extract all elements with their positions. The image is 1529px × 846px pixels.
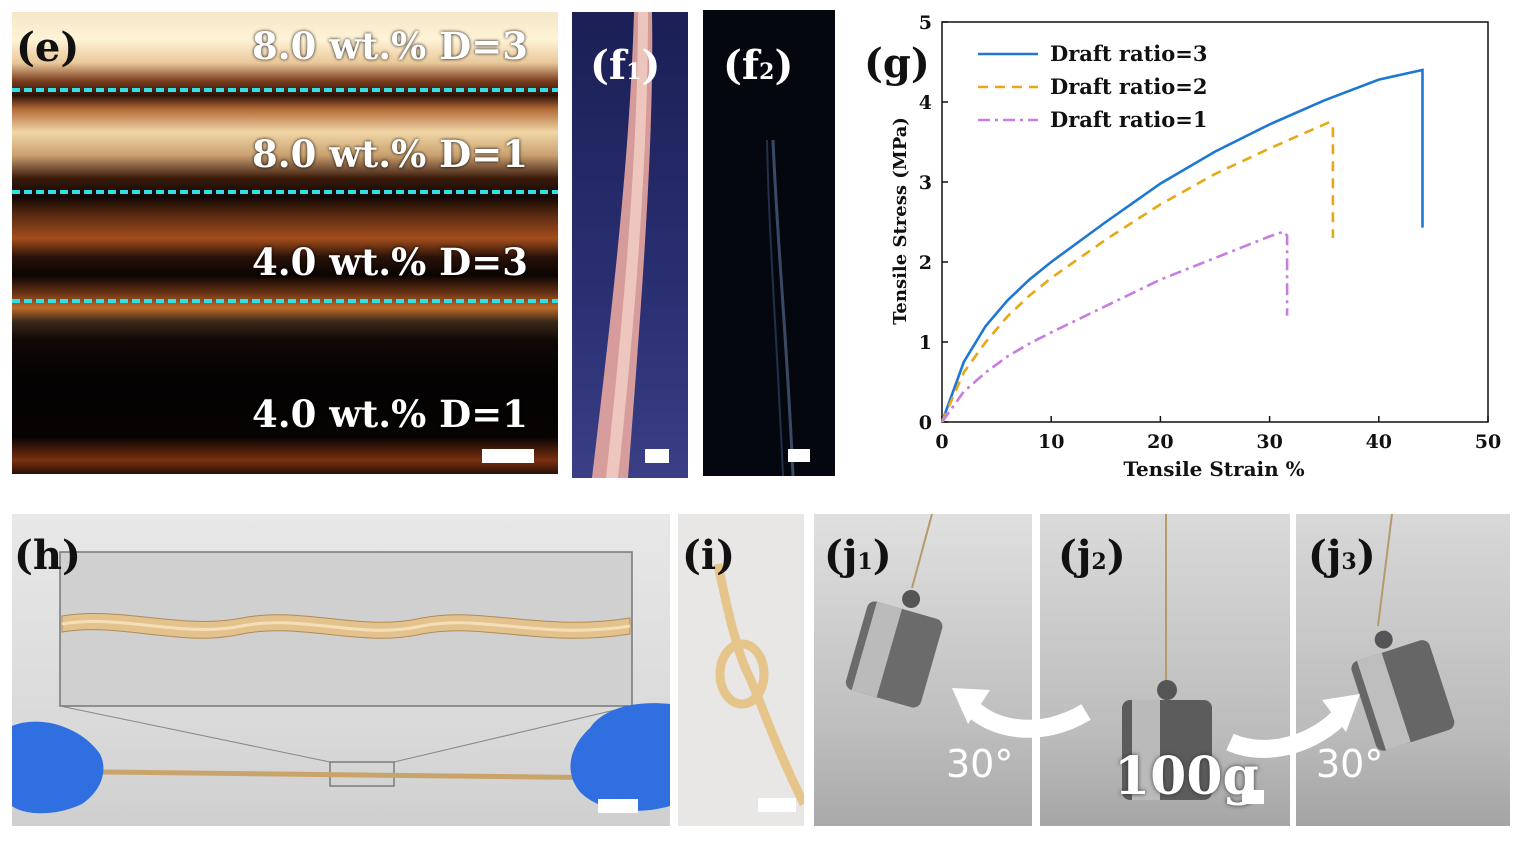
panel-i: (i) <box>678 514 804 826</box>
panel-label-j1: (j1) <box>824 532 892 579</box>
twisted-fiber-photo <box>12 551 670 814</box>
row-label-1: 8.0 wt.% D=3 <box>252 24 528 68</box>
series-line-2 <box>940 120 1335 423</box>
divider-2 <box>12 190 558 194</box>
y-tick-label-1: 1 <box>919 332 932 354</box>
angle-label-j3: 30° <box>1316 742 1384 786</box>
panel-j1: (j1) 30° <box>814 514 1032 826</box>
legend-label-2: Draft ratio=2 <box>1050 74 1208 99</box>
y-tick-label-4: 4 <box>919 92 932 114</box>
panel-label-h: (h) <box>14 532 81 579</box>
angle-label-j1: 30° <box>946 742 1014 786</box>
x-tick-label-2: 20 <box>1147 431 1173 453</box>
panel-f1: (f1) <box>572 12 688 478</box>
chart-ticks: 0 10 20 30 40 50 0 1 2 3 4 5 <box>919 12 1501 453</box>
panel-label-g: (g) <box>864 40 930 87</box>
scale-bar-f1 <box>645 449 669 463</box>
scale-bar-j2 <box>1242 790 1264 804</box>
x-tick-label-4: 40 <box>1366 431 1392 453</box>
panel-label-j3: (j3) <box>1308 532 1376 579</box>
weight-photo-j1 <box>845 514 943 708</box>
y-tick-label-3: 3 <box>919 172 932 194</box>
scale-bar-h <box>598 799 638 813</box>
x-tick-label-0: 0 <box>935 431 948 453</box>
chart-axes <box>941 21 1489 423</box>
panel-f2: (f2) <box>703 10 835 476</box>
plot-frame <box>941 21 1489 423</box>
panel-label-f2: (f2) <box>723 42 794 89</box>
panel-label-f1: (f1) <box>590 42 661 89</box>
x-tick-label-5: 50 <box>1475 431 1501 453</box>
series-line-3 <box>940 230 1289 423</box>
chart-series <box>940 68 1424 423</box>
scale-bar-f2 <box>788 449 810 462</box>
panel-j2: (j2) 100g <box>1040 514 1290 826</box>
y-axis-label: Tensile Stress (MPa) <box>890 117 911 325</box>
panel-h: (h) <box>12 514 670 826</box>
legend-label-3: Draft ratio=1 <box>1050 107 1208 132</box>
panel-j3: (j3) 30° <box>1296 514 1510 826</box>
series-line-1 <box>940 68 1424 423</box>
panel-label-i: (i) <box>682 532 736 579</box>
x-axis-label: Tensile Strain % <box>1123 457 1304 481</box>
x-tick-label-1: 10 <box>1038 431 1064 453</box>
fiber-image-f1 <box>592 12 653 478</box>
y-tick-label-0: 0 <box>919 412 932 434</box>
legend-label-1: Draft ratio=3 <box>1050 41 1208 66</box>
chart-legend: Draft ratio=3 Draft ratio=2 Draft ratio=1 <box>978 41 1208 132</box>
row-label-4: 4.0 wt.% D=1 <box>252 392 528 436</box>
weight-photo-j2 <box>1122 514 1212 800</box>
knot-photo <box>713 563 804 807</box>
scale-bar-i <box>758 798 796 812</box>
divider-1 <box>12 88 558 92</box>
scale-bar-e <box>482 449 534 463</box>
panel-e: (e) 8.0 wt.% D=3 8.0 wt.% D=1 4.0 wt.% D… <box>12 12 558 474</box>
fiber-image-f2 <box>766 139 795 476</box>
panel-label-j2: (j2) <box>1058 532 1126 579</box>
y-tick-label-2: 2 <box>919 252 932 274</box>
x-tick-label-3: 30 <box>1256 431 1282 453</box>
weight-photo-j3 <box>1351 514 1455 751</box>
y-tick-label-5: 5 <box>919 12 932 34</box>
divider-3 <box>12 299 558 303</box>
row-label-2: 8.0 wt.% D=1 <box>252 132 528 176</box>
weight-label: 100g <box>1114 746 1259 807</box>
panel-label-e: (e) <box>16 24 80 71</box>
row-label-3: 4.0 wt.% D=3 <box>252 240 528 284</box>
